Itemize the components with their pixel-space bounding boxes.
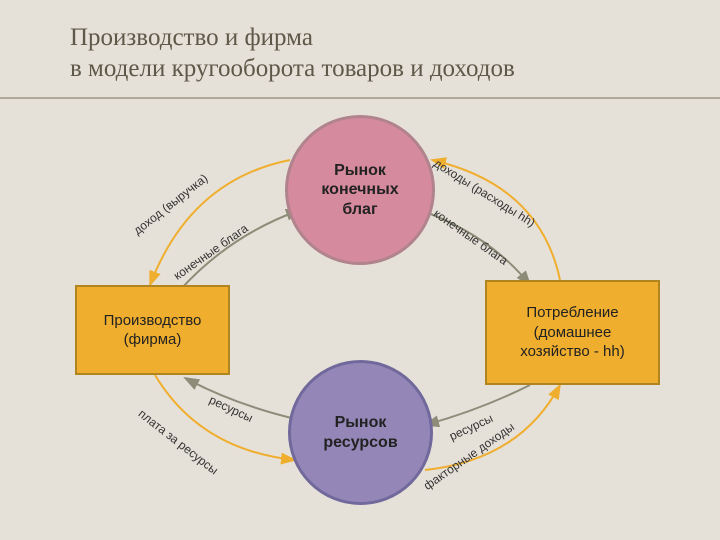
node-household-label: Потребление (домашнее хозяйство - hh) xyxy=(520,303,624,362)
flow-tl-inner: конечные блага xyxy=(171,221,251,283)
flow-bl-inner: ресурсы xyxy=(207,393,255,425)
flow-tl-outer: доход (выручка) xyxy=(131,171,211,238)
page-title: Производство и фирма в модели кругооборо… xyxy=(70,22,515,85)
flow-tr-inner: конечные блага xyxy=(431,206,511,268)
title-underline xyxy=(0,97,720,99)
node-firm-label: Производство (фирма) xyxy=(104,311,202,350)
node-market-goods: Рынок конечных благ xyxy=(285,115,435,265)
title-line1: Производство и фирма xyxy=(70,24,313,51)
node-firm: Производство (фирма) xyxy=(75,285,230,375)
node-household: Потребление (домашнее хозяйство - hh) xyxy=(485,280,660,385)
flow-bl-outer: плата за ресурсы xyxy=(136,406,221,477)
node-market-resources-label: Рынок ресурсов xyxy=(323,413,397,451)
title-line2: в модели кругооборота товаров и доходов xyxy=(70,55,515,82)
node-market-goods-label: Рынок конечных благ xyxy=(321,161,398,219)
node-market-resources: Рынок ресурсов xyxy=(288,360,433,505)
